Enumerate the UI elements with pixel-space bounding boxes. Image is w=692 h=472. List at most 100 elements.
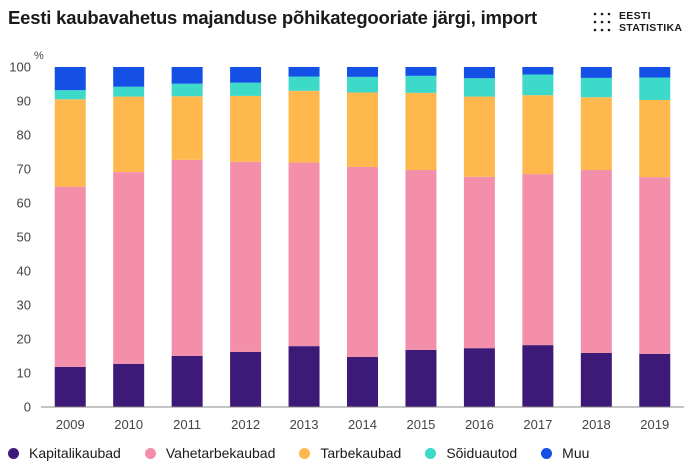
- bar-segment-vahetarbekaubad-2018: [580, 170, 612, 353]
- bar-segment-tarbekaubad-2015: [405, 92, 437, 171]
- y-tick-label: 60: [17, 196, 31, 211]
- bar-segment-muu-2009: [54, 67, 86, 91]
- logo-line-2: STATISTIKA: [619, 21, 683, 34]
- x-tick-label: 2014: [348, 417, 377, 432]
- legend-item[interactable]: Tarbekaubad: [299, 445, 401, 461]
- bar-segment-tarbekaubad-2017: [522, 95, 554, 175]
- legend-label: Tarbekaubad: [320, 445, 402, 461]
- x-tick-label: 2016: [465, 417, 494, 432]
- logo-dots-icon: [593, 12, 611, 32]
- legend-swatch: [8, 447, 19, 459]
- bar-segment-kapitalikaubad-2013: [288, 346, 320, 407]
- bar-segment-muu-2011: [171, 67, 203, 84]
- bar-segment-muu-2014: [347, 67, 378, 77]
- bar-segment-sõiduautod-2014: [347, 76, 378, 93]
- bar-segment-muu-2013: [288, 67, 320, 77]
- x-tick-label: 2012: [231, 417, 260, 432]
- legend-item[interactable]: Vahetarbekaubad: [144, 445, 276, 461]
- legend-item[interactable]: Kapitalikaubad: [8, 445, 121, 461]
- bar-segment-vahetarbekaubad-2010: [113, 172, 145, 364]
- bar-segment-vahetarbekaubad-2017: [522, 174, 554, 346]
- x-tick-label: 2017: [523, 417, 552, 432]
- bar-segment-kapitalikaubad-2011: [171, 356, 203, 407]
- chart-title: Eesti kaubavahetus majanduse põhikategoo…: [8, 7, 537, 28]
- bar-segment-vahetarbekaubad-2015: [405, 170, 437, 350]
- bar-segment-muu-2015: [405, 67, 437, 76]
- bar-segment-muu-2019: [639, 67, 671, 78]
- legend-label: Vahetarbekaubad: [165, 445, 276, 461]
- bar-segment-tarbekaubad-2010: [113, 96, 145, 173]
- legend-swatch: [299, 447, 311, 459]
- bar-segment-sõiduautod-2009: [54, 90, 86, 100]
- bar-segment-tarbekaubad-2012: [230, 95, 262, 162]
- bar-segment-sõiduautod-2019: [639, 77, 671, 100]
- y-tick-label: 90: [17, 94, 31, 109]
- bar-segment-kapitalikaubad-2010: [113, 363, 145, 407]
- logo-text: EESTI STATISTIKA: [619, 10, 683, 34]
- y-tick-label: 80: [17, 128, 31, 143]
- bar-segment-sõiduautod-2013: [288, 76, 320, 91]
- x-tick-label: 2018: [582, 417, 611, 432]
- bar-segment-sõiduautod-2010: [113, 86, 145, 97]
- bar-segment-sõiduautod-2012: [230, 82, 262, 96]
- y-tick-label: 0: [24, 400, 31, 415]
- logo: EESTI STATISTIKA: [592, 10, 688, 35]
- bar-segment-vahetarbekaubad-2009: [54, 186, 86, 367]
- legend-item[interactable]: Sõiduautod: [425, 445, 517, 461]
- bar-segment-tarbekaubad-2016: [463, 96, 495, 177]
- bar-segment-vahetarbekaubad-2014: [347, 166, 378, 358]
- bar-segment-sõiduautod-2015: [405, 75, 437, 93]
- bar-segment-sõiduautod-2011: [171, 83, 203, 97]
- bar-segment-kapitalikaubad-2014: [347, 357, 378, 407]
- bar-segment-sõiduautod-2016: [463, 78, 495, 97]
- bar-segment-tarbekaubad-2014: [347, 92, 378, 167]
- legend-swatch: [144, 447, 156, 459]
- logo-line-1: EESTI: [619, 10, 651, 22]
- bar-segment-sõiduautod-2017: [522, 74, 554, 96]
- x-tick-label: 2011: [173, 417, 201, 432]
- x-tick-label: 2013: [290, 417, 319, 432]
- bar-segment-kapitalikaubad-2015: [405, 349, 437, 407]
- chart-legend: Kapitalikaubad Vahetarbekaubad Tarbekaubad…: [8, 443, 613, 463]
- bar-segment-vahetarbekaubad-2016: [463, 176, 495, 349]
- x-tick-label: 2019: [640, 417, 669, 432]
- bar-segment-kapitalikaubad-2016: [463, 348, 495, 407]
- bar-segment-vahetarbekaubad-2011: [171, 159, 203, 356]
- y-tick-label: 10: [17, 366, 31, 381]
- bar-segment-tarbekaubad-2009: [54, 99, 86, 187]
- bar-segment-kapitalikaubad-2009: [54, 366, 86, 407]
- bar-segment-tarbekaubad-2018: [580, 97, 612, 171]
- bar-segment-muu-2018: [580, 67, 612, 78]
- legend-swatch: [425, 447, 437, 459]
- y-axis-unit-label: %: [34, 50, 44, 62]
- x-tick-label: 2009: [56, 417, 85, 432]
- y-tick-label: 40: [17, 264, 31, 279]
- bar-segment-kapitalikaubad-2019: [639, 353, 671, 407]
- bar-segment-vahetarbekaubad-2013: [288, 162, 320, 347]
- legend-item[interactable]: Muu: [541, 445, 589, 461]
- bar-segment-muu-2017: [522, 67, 554, 75]
- y-tick-label: 50: [17, 230, 31, 245]
- y-tick-label: 100: [9, 60, 31, 75]
- bar-segment-vahetarbekaubad-2019: [639, 177, 671, 354]
- legend-swatch: [541, 447, 553, 459]
- y-tick-label: 30: [17, 298, 31, 313]
- y-tick-label: 20: [17, 332, 31, 347]
- bar-segment-kapitalikaubad-2012: [230, 351, 262, 407]
- x-tick-label: 2015: [406, 417, 435, 432]
- legend-label: Muu: [562, 445, 590, 461]
- bar-segment-muu-2010: [113, 67, 145, 87]
- bar-segment-vahetarbekaubad-2012: [230, 161, 262, 352]
- legend-label: Kapitalikaubad: [29, 445, 121, 461]
- bar-segment-kapitalikaubad-2018: [580, 352, 612, 407]
- x-tick-label: 2010: [114, 417, 143, 432]
- bar-segment-tarbekaubad-2013: [288, 90, 320, 163]
- bar-segment-muu-2016: [463, 67, 495, 79]
- legend-label: Sõiduautod: [446, 445, 518, 461]
- bar-segment-tarbekaubad-2011: [171, 96, 203, 160]
- bar-segment-sõiduautod-2018: [580, 77, 612, 98]
- stacked-bar-chart: % 0 10 20 30 40 50 60 70 80 90 100 2009 2010 2011 2012 2…: [9, 50, 684, 432]
- bar-segment-tarbekaubad-2019: [639, 99, 671, 178]
- y-tick-label: 70: [17, 162, 31, 177]
- bar-segment-kapitalikaubad-2017: [522, 345, 554, 407]
